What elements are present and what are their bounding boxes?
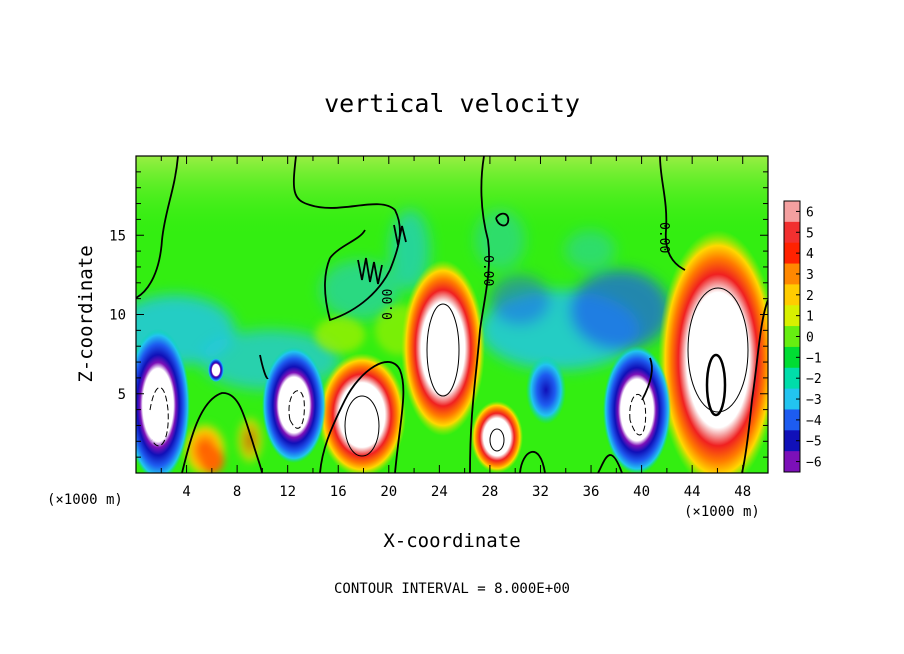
contour-label-2: 0.00	[480, 255, 495, 286]
updraft-cell-24km	[401, 260, 485, 436]
y-axis: 5 10 15	[109, 171, 768, 458]
chart-title: vertical velocity	[324, 89, 580, 118]
colorbar-swatch	[784, 451, 800, 473]
inner-contours	[149, 287, 749, 457]
contour-label-3: 0.00	[381, 289, 396, 320]
colorbar-swatch	[784, 221, 800, 244]
colorbar-label: −1	[806, 351, 822, 366]
x-tick-label: 16	[330, 484, 347, 500]
colorbar-swatch	[784, 346, 800, 369]
colorbar-label: 2	[806, 289, 814, 304]
colorbar-label: −3	[806, 393, 822, 408]
updraft-cell-46km	[658, 230, 768, 473]
colorbar-swatch	[784, 430, 800, 452]
x-tick-label: 44	[684, 484, 701, 500]
x-axis: 4 8 12 16 20 24 28 32 36 40 44 48	[160, 156, 751, 500]
colorbar-swatch	[784, 263, 800, 285]
upper-light-band	[136, 156, 768, 236]
x-tick-label: 12	[279, 484, 296, 500]
y-tick-label: 15	[109, 228, 126, 244]
colorbar-label: −4	[806, 414, 822, 429]
colorbar-label: 0	[806, 331, 814, 346]
x-unit-label: (×1000 m)	[684, 504, 760, 520]
colorbar-label: 4	[806, 247, 814, 262]
x-tick-label: 4	[182, 484, 190, 500]
downdraft-cell-1km	[136, 329, 190, 473]
x-tick-label: 8	[233, 484, 241, 500]
x-tick-label: 24	[431, 484, 448, 500]
downdraft-cell-33km	[526, 356, 566, 424]
colorbar-label: −5	[806, 435, 822, 450]
downdraft-cell-38km	[603, 346, 671, 473]
core-contour-46km	[705, 353, 727, 417]
colorbar-label: 6	[806, 205, 814, 220]
colorbar-swatch	[784, 284, 800, 306]
contour-lines	[136, 156, 768, 473]
colorbar-swatch	[784, 305, 800, 327]
updraft-cell-18km	[318, 353, 406, 473]
y-axis-label: Z-coordinate	[75, 245, 97, 382]
contour-label-1: 0.00	[656, 222, 671, 253]
colorbar-label: 5	[806, 226, 814, 241]
colorbar-label: −2	[806, 372, 822, 387]
colorbar-label: −6	[806, 456, 822, 471]
y-unit-label: (×1000 m)	[47, 492, 123, 508]
contour-interval-note: CONTOUR INTERVAL = 8.000E+00	[334, 581, 570, 597]
x-tick-label: 28	[481, 484, 498, 500]
updraft-cell-29km	[471, 401, 523, 473]
y-tick-label: 10	[109, 308, 126, 324]
colorbar-swatch	[784, 367, 800, 390]
plot-field: 0.00 0.00 0.00	[136, 156, 768, 473]
colorbar-label: 1	[806, 310, 814, 325]
x-tick-label: 32	[532, 484, 549, 500]
y-tick-label: 5	[118, 387, 126, 403]
colorbar-swatch	[784, 242, 800, 265]
x-tick-label: 36	[583, 484, 600, 500]
colorbar-swatch	[784, 326, 800, 348]
negative-band	[136, 210, 670, 390]
colorbar-swatch	[784, 388, 800, 410]
x-tick-label: 20	[380, 484, 397, 500]
downdraft-cell-5km	[208, 358, 224, 382]
x-tick-label: 48	[734, 484, 751, 500]
x-tick-label: 40	[633, 484, 650, 500]
colorbar: 6 5 4 3 2 1 0 −1 −2 −3 −4 −5 −6	[783, 200, 822, 473]
downdraft-cell-12km	[262, 347, 326, 463]
colorbar-label: 3	[806, 268, 814, 283]
colorbar-swatch	[784, 201, 800, 223]
x-axis-label: X-coordinate	[383, 530, 520, 552]
colorbar-swatch	[784, 409, 800, 431]
